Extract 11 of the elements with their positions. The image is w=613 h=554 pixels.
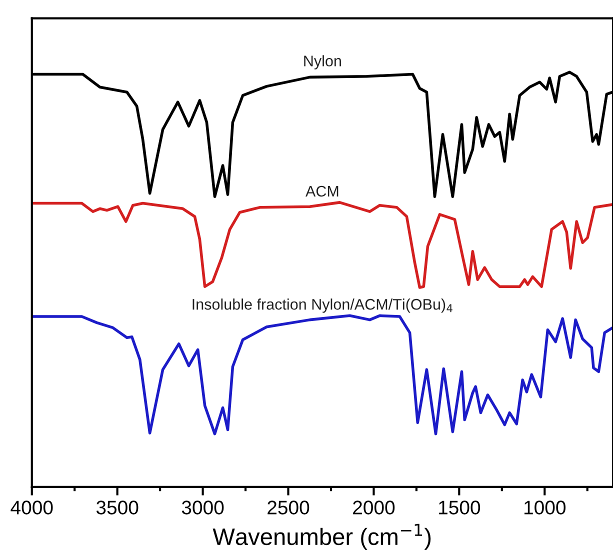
x-tick-label: 4000 <box>10 500 53 514</box>
x-axis-title: Wavenumber (cm$^{−1}$) <box>212 524 431 550</box>
series-label: Nylon <box>304 55 341 70</box>
x-tick-label: 1000 <box>524 500 566 514</box>
x-tick-label: 3500 <box>96 500 138 514</box>
x-tick-label: 2500 <box>268 500 310 514</box>
series-label: Insoluble fraction Nylon/ACM/Ti(OBu)$_{4}$ <box>192 298 452 313</box>
x-tick-label: 3000 <box>182 500 224 514</box>
x-tick-label: 1500 <box>439 500 480 514</box>
series-label: ACM <box>305 186 338 197</box>
x-tick-label: 2000 <box>353 500 395 514</box>
